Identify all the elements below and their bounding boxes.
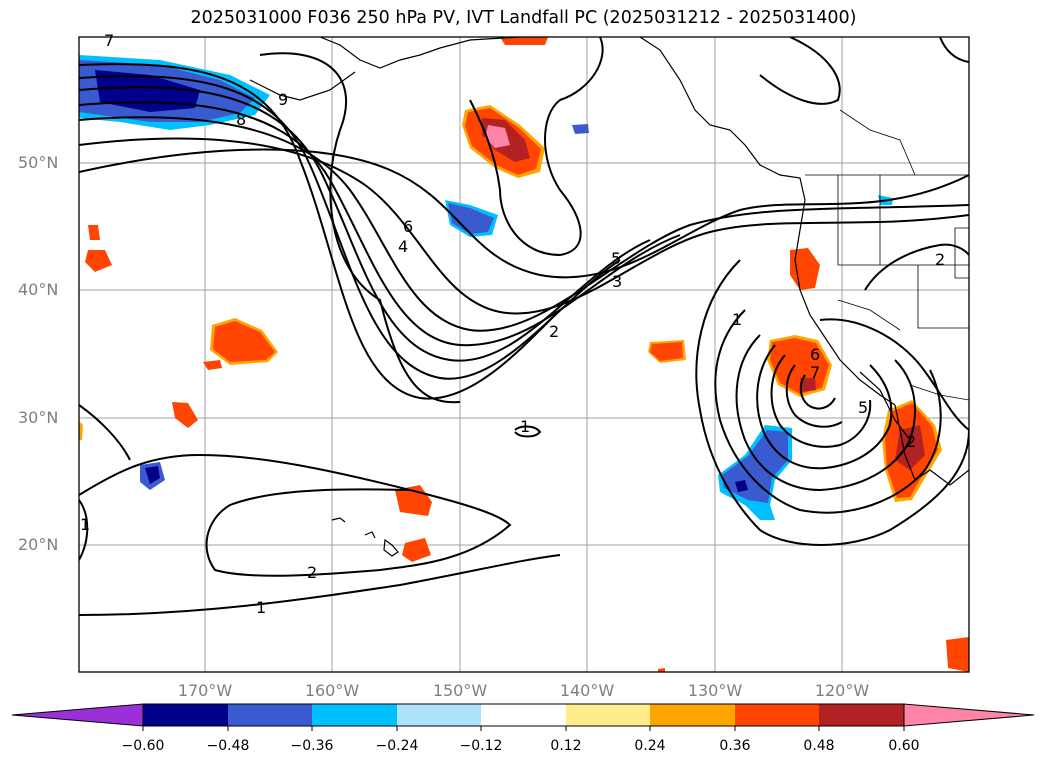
lon-label-120w: 120°W (814, 681, 870, 700)
colorbar-segment (481, 704, 566, 726)
colorbar-tick-label: 0.36 (719, 738, 751, 754)
contour-label: 2 (549, 322, 559, 341)
contour-label: 2 (935, 250, 945, 269)
lat-label-20n: 20°N (18, 535, 59, 554)
colorbar-segment (650, 704, 735, 726)
lat-label-50n: 50°N (18, 153, 59, 172)
lon-label-170w: 170°W (177, 681, 233, 700)
colorbar-extend-low (11, 703, 144, 727)
colorbar-segment (312, 704, 397, 726)
contour-label: 4 (398, 237, 408, 256)
contour-label: 6 (810, 345, 820, 364)
coastlines (249, 37, 969, 557)
lat-label-30n: 30°N (18, 408, 59, 427)
lon-label-150w: 150°W (432, 681, 488, 700)
colorbar-tick-label: 0.60 (888, 738, 920, 754)
colorbar-segment (397, 704, 481, 726)
figure-title: 2025031000 F036 250 hPa PV, IVT Landfall… (190, 8, 857, 28)
positive-pv-shading (79, 37, 969, 672)
contour-label: 1 (732, 310, 742, 329)
lat-label-40n: 40°N (18, 280, 59, 299)
colorbar-tick-label: −0.36 (290, 738, 334, 754)
borders (805, 109, 969, 401)
lon-label-160w: 160°W (304, 681, 360, 700)
colorbar-tick-label: 0.48 (803, 738, 835, 754)
contour-label-group: 1 1 1 1 2 2 2 2 3 4 5 5 6 6 7 7 8 9 (80, 31, 945, 617)
colorbar-tick-label: −0.60 (121, 738, 165, 754)
colorbar-segment (735, 704, 819, 726)
map-content (79, 37, 969, 672)
contour-label: 9 (278, 90, 288, 109)
colorbar-segment (819, 704, 904, 726)
contour-label: 2 (906, 432, 916, 451)
colorbar-tick-label: −0.24 (375, 738, 419, 754)
contour-label: 2 (307, 563, 317, 582)
lon-label-130w: 130°W (687, 681, 743, 700)
contour-label: 1 (256, 598, 266, 617)
colorbar-extend-high (903, 703, 1035, 727)
contour-label: 6 (403, 217, 413, 236)
pv-contours (79, 37, 969, 616)
contour-label: 5 (611, 249, 621, 268)
contour-label: 7 (810, 363, 820, 382)
colorbar-segment (228, 704, 312, 726)
colorbar (11, 703, 1035, 731)
colorbar-tick-label: 0.12 (550, 738, 582, 754)
colorbar-tick-label: −0.12 (459, 738, 503, 754)
map-frame (78, 36, 970, 673)
contour-label: 3 (612, 272, 622, 291)
contour-label: 8 (236, 110, 246, 129)
colorbar-outline (142, 703, 905, 727)
lon-label-140w: 140°W (559, 681, 615, 700)
colorbar-segment (566, 704, 650, 726)
colorbar-segment (143, 704, 228, 726)
contour-label: 1 (80, 515, 90, 534)
colorbar-tick-label: −0.48 (206, 738, 250, 754)
contour-label: 1 (520, 417, 530, 436)
contour-label: 7 (104, 31, 114, 50)
colorbar-tick-label: 0.24 (634, 738, 666, 754)
contour-label: 5 (858, 398, 868, 417)
